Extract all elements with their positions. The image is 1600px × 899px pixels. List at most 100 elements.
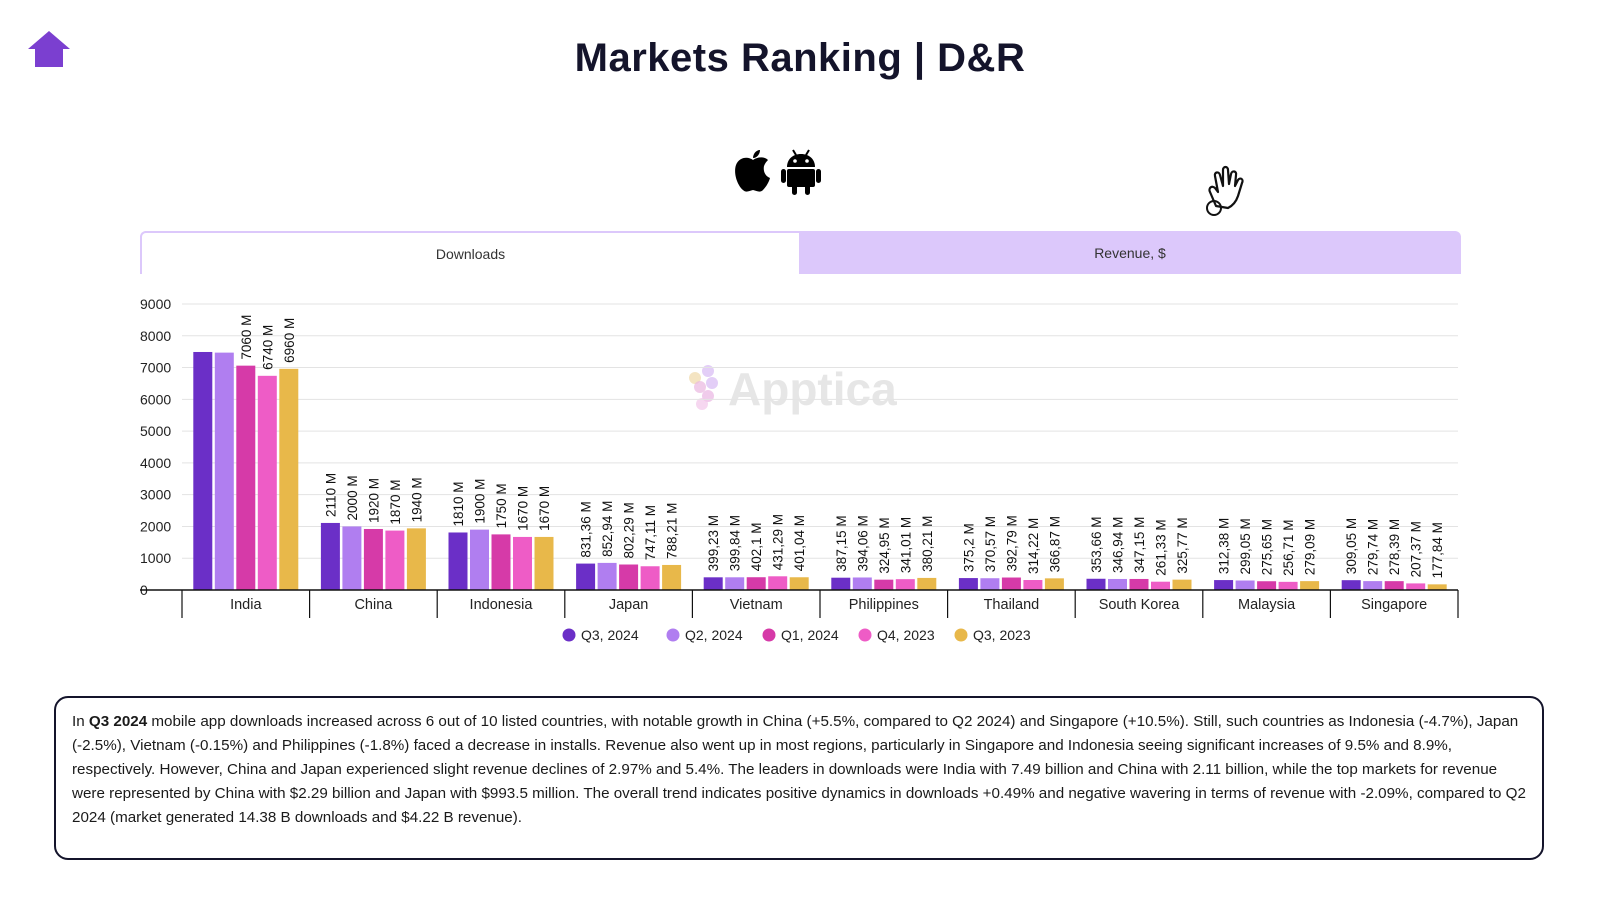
- bar-south-korea-4: [1172, 579, 1192, 590]
- bar-china-0: [320, 522, 340, 590]
- bar-philippines-1: [852, 577, 872, 590]
- data-label: 375,2 M: [961, 523, 976, 572]
- bar-philippines-4: [917, 577, 937, 590]
- y-tick-label: 3000: [140, 487, 171, 503]
- data-label: 1940 M: [409, 477, 424, 522]
- tab-downloads[interactable]: Downloads: [140, 231, 799, 274]
- bar-indonesia-1: [470, 529, 489, 590]
- x-tick-label: Malaysia: [1238, 597, 1296, 613]
- pointer-hand-icon[interactable]: [1202, 162, 1252, 218]
- data-label: 2110 M: [323, 473, 338, 517]
- y-tick-label: 9000: [140, 296, 171, 312]
- bar-south-korea-3: [1151, 581, 1170, 590]
- bar-thailand-3: [1023, 580, 1043, 590]
- data-label: 177,84 M: [1430, 522, 1445, 578]
- data-label: 312,38 M: [1217, 518, 1232, 574]
- bar-south-korea-1: [1108, 578, 1127, 590]
- bar-malaysia-2: [1257, 581, 1277, 590]
- data-label: 1750 M: [494, 483, 509, 528]
- data-label: 314,22 M: [1026, 518, 1041, 574]
- bar-china-4: [406, 528, 426, 590]
- data-label: 347,15 M: [1132, 517, 1147, 573]
- data-label: 831,36 M: [579, 501, 594, 557]
- data-label: 1870 M: [388, 480, 403, 525]
- y-tick-label: 1000: [140, 550, 171, 566]
- bar-singapore-2: [1384, 581, 1404, 590]
- bar-china-1: [342, 526, 362, 590]
- data-label: 6960 M: [282, 318, 297, 363]
- data-label: 2000 M: [345, 475, 360, 520]
- data-label: 401,04 M: [792, 515, 807, 571]
- bar-vietnam-4: [789, 577, 809, 590]
- y-tick-label: 5000: [140, 423, 171, 439]
- bar-vietnam-2: [746, 577, 766, 590]
- x-tick-label: Vietnam: [730, 597, 783, 613]
- y-tick-label: 8000: [140, 328, 171, 344]
- data-label: 279,74 M: [1366, 519, 1381, 575]
- data-label: 366,87 M: [1047, 516, 1062, 572]
- legend-marker: [762, 628, 776, 642]
- data-label: 1900 M: [473, 479, 488, 524]
- bar-malaysia-3: [1278, 581, 1298, 590]
- legend-marker: [858, 628, 872, 642]
- bar-singapore-4: [1427, 584, 1447, 590]
- legend-marker: [666, 628, 680, 642]
- data-label: 278,39 M: [1387, 519, 1402, 575]
- data-label: 852,94 M: [600, 501, 615, 557]
- summary-period: Q3 2024: [88, 713, 148, 730]
- legend-label: Q4, 2023: [877, 627, 935, 643]
- bar-singapore-3: [1406, 583, 1426, 590]
- bar-indonesia-3: [513, 536, 532, 590]
- android-icon: [781, 146, 821, 201]
- bar-philippines-3: [895, 579, 915, 590]
- x-tick-label: India: [230, 597, 262, 613]
- data-label: 380,21 M: [920, 516, 935, 572]
- data-label: 747,11 M: [643, 505, 658, 560]
- data-label: 1670 M: [516, 486, 531, 531]
- bar-chart: Apptica 01000200030004000500060007000800…: [140, 296, 1459, 643]
- data-label: 309,05 M: [1344, 518, 1359, 574]
- x-tick-label: Japan: [609, 597, 649, 613]
- data-label: 341,01 M: [898, 517, 913, 573]
- bar-japan-3: [640, 566, 660, 590]
- legend-marker: [562, 628, 576, 642]
- bar-india-4: [279, 368, 299, 590]
- bar-philippines-0: [831, 577, 851, 590]
- home-button[interactable]: [26, 28, 72, 70]
- bar-indonesia-4: [534, 536, 554, 590]
- data-label: 7060 M: [239, 315, 254, 360]
- bar-japan-2: [619, 564, 639, 590]
- bar-thailand-0: [958, 578, 978, 590]
- bar-malaysia-0: [1214, 580, 1234, 590]
- data-label: 256,71 M: [1281, 520, 1296, 576]
- data-label: 325,77 M: [1175, 517, 1190, 573]
- tab-revenue[interactable]: Revenue, $: [1094, 244, 1166, 261]
- bar-malaysia-4: [1300, 581, 1320, 590]
- summary-text: mobile app downloads increased across 6 …: [72, 713, 1526, 826]
- data-label: 394,06 M: [855, 515, 870, 571]
- y-tick-label: 2000: [140, 518, 171, 534]
- data-label: 431,29 M: [771, 514, 786, 570]
- bar-south-korea-0: [1086, 578, 1106, 590]
- apptica-watermark: Apptica: [689, 363, 897, 415]
- bar-china-3: [385, 530, 405, 590]
- data-label: 353,66 M: [1089, 516, 1104, 572]
- bar-malaysia-1: [1235, 580, 1255, 590]
- data-label: 788,21 M: [665, 503, 680, 559]
- bar-singapore-0: [1341, 580, 1361, 590]
- bar-india-0: [193, 351, 213, 590]
- bar-india-1: [214, 352, 234, 590]
- bar-vietnam-3: [768, 576, 788, 590]
- legend-label: Q2, 2024: [685, 627, 743, 643]
- bar-china-2: [363, 528, 383, 590]
- bar-philippines-2: [874, 579, 894, 590]
- bar-japan-0: [576, 563, 596, 590]
- bar-indonesia-2: [491, 534, 511, 590]
- data-label: 207,37 M: [1409, 521, 1424, 577]
- bar-japan-1: [597, 562, 617, 590]
- bar-india-3: [257, 375, 277, 590]
- data-label: 299,05 M: [1238, 518, 1253, 574]
- x-tick-label: Thailand: [984, 597, 1040, 613]
- summary-lead: In: [72, 713, 89, 730]
- x-tick-label: South Korea: [1099, 597, 1181, 613]
